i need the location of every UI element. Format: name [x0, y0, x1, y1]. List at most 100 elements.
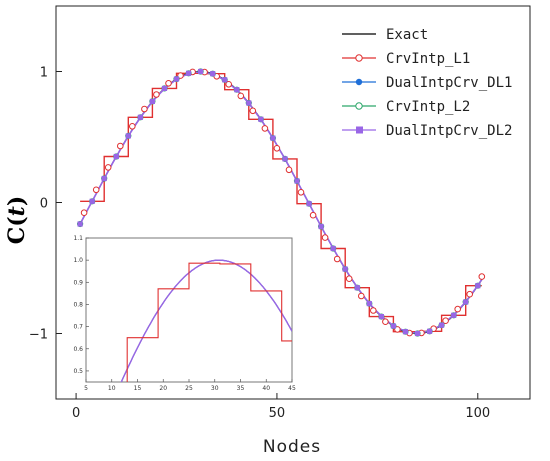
inset-y-tick-label: 0.7: [73, 324, 83, 331]
x-tick-label: 100: [465, 406, 490, 421]
legend-label-4: DualIntpCrv_DL2: [386, 123, 512, 139]
marker-dualintpcrv-dl2: [101, 175, 107, 182]
marker-dualintpcrv-dl2: [318, 223, 324, 230]
inset-y-tick-label: 1.0: [73, 257, 83, 264]
marker-crvintp-l1: [153, 91, 160, 98]
legend-label-0: Exact: [386, 27, 428, 43]
marker-crvintp-l1: [370, 307, 377, 314]
marker-dualintpcrv-dl2: [294, 178, 300, 184]
marker-crvintp-l1: [442, 317, 449, 325]
marker-dualintpcrv-dl2: [161, 85, 168, 91]
marker-dualintpcrv-dl2: [246, 100, 252, 106]
marker-dualintpcrv-dl2: [475, 283, 481, 289]
marker-crvintp-l1: [478, 273, 486, 280]
marker-dualintpcrv-dl2: [390, 323, 396, 329]
marker-dualintpcrv-dl2: [258, 116, 264, 122]
legend-label-1: CrvIntp_L1: [386, 51, 470, 67]
marker-crvintp-l1: [117, 142, 124, 150]
inset-x-tick-label: 40: [262, 385, 270, 392]
marker-crvintp-l1: [129, 123, 136, 130]
marker-dualintpcrv-dl2: [89, 198, 95, 204]
inset-y-tick-label: 0.8: [73, 301, 83, 308]
marker-dualintpcrv-dl2: [439, 322, 445, 328]
ticks-layer: 0 50 100 −1 0 1: [29, 66, 490, 422]
inset-crvintp-l1-step: [126, 262, 292, 382]
legend-marker-2: [355, 78, 363, 86]
x-tick-label: 0: [72, 406, 80, 421]
x-axis-title: Nodes: [263, 437, 321, 457]
marker-dualintpcrv-dl2: [210, 71, 216, 77]
marker-dualintpcrv-dl2: [378, 314, 384, 320]
legend: Exact CrvIntp_L1 DualIntpCrv_DL1 CrvIntp_L2…: [342, 27, 512, 139]
marker-crvintp-l1: [285, 166, 293, 174]
marker-dualintpcrv-dl2: [402, 329, 409, 335]
marker-dualintpcrv-dl2: [330, 245, 336, 252]
inset-layer: 5 10 15 20 25 30 35 40 45 0.5 0.6 0.7 0.8 0.9 1.0 1.1: [73, 235, 296, 392]
marker-dualintpcrv-dl2: [427, 328, 433, 334]
inset-x-tick-label: 45: [288, 385, 296, 392]
inset-x-tick-label: 35: [237, 385, 245, 392]
marker-crvintp-l1: [309, 211, 317, 219]
marker-crvintp-l1: [454, 305, 462, 313]
legend-marker-3: [355, 102, 363, 110]
inset-x-tick-label: 5: [84, 385, 88, 392]
marker-dualintpcrv-dl2: [77, 221, 83, 227]
marker-crvintp-l1: [249, 107, 257, 115]
inset-x-tick-label: 25: [185, 385, 193, 392]
inset-x-tick-label: 20: [159, 385, 167, 392]
legend-marker-1: [355, 54, 363, 62]
y-tick-label: 1: [40, 66, 48, 81]
y-axis-title-var: t: [4, 206, 30, 216]
marker-dualintpcrv-dl2: [414, 330, 421, 337]
marker-dualintpcrv-dl2: [234, 87, 240, 93]
marker-dualintpcrv-dl2: [354, 285, 360, 291]
marker-crvintp-l1: [297, 189, 305, 196]
marker-dualintpcrv-dl2: [137, 114, 143, 120]
marker-crvintp-l1: [466, 290, 474, 298]
marker-dualintpcrv-dl2: [113, 153, 119, 160]
marker-crvintp-l1: [92, 186, 100, 194]
y-tick-label: −1: [29, 328, 48, 343]
series-layer: [77, 68, 486, 337]
marker-crvintp-l1: [165, 80, 172, 87]
marker-crvintp-l1: [382, 318, 389, 326]
inset-y-tick-label: 1.1: [73, 235, 83, 242]
inset-series: [120, 259, 292, 382]
inset-y-tick-label: 0.6: [73, 346, 83, 353]
marker-dualintpcrv-dl2: [463, 299, 469, 305]
marker-crvintp-l1: [321, 234, 329, 241]
marker-crvintp-l1: [237, 92, 245, 100]
marker-crvintp-l1: [333, 255, 341, 263]
marker-dualintpcrv-dl2: [342, 266, 348, 272]
marker-crvintp-l1: [80, 209, 88, 216]
marker-dualintpcrv-dl2: [222, 77, 228, 83]
marker-dualintpcrv-dl2: [125, 133, 131, 139]
inset-frame: [85, 237, 293, 383]
y-axis-title-main: C(: [4, 216, 30, 244]
inset-x-tick-label: 10: [108, 385, 116, 392]
marker-crvintp-l1: [141, 105, 148, 113]
marker-dualintpcrv-dl2: [270, 135, 276, 141]
marker-crvintp-l1: [104, 164, 112, 171]
inset-y-tick-label: 0.5: [73, 368, 83, 375]
marker-dualintpcrv-dl2: [306, 201, 312, 207]
marker-dualintpcrv-dl2: [282, 156, 288, 162]
inset-y-tick-label: 0.9: [73, 279, 83, 286]
marker-crvintp-l1: [225, 81, 232, 88]
marker-dualintpcrv-dl2: [149, 98, 155, 104]
legend-label-2: DualIntpCrv_DL1: [386, 75, 512, 91]
marker-dualintpcrv-dl2: [366, 301, 372, 307]
marker-dualintpcrv-dl2: [451, 312, 457, 318]
legend-marker-4: [356, 126, 363, 134]
marker-dualintpcrv-dl2: [198, 68, 204, 75]
marker-crvintp-l1: [261, 125, 269, 132]
inset-x-tick-label: 15: [134, 385, 142, 392]
legend-label-3: CrvIntp_L2: [386, 99, 470, 115]
y-tick-label: 0: [40, 197, 48, 212]
marker-crvintp-l1: [358, 292, 365, 300]
y-axis-title: C(t): [4, 196, 30, 245]
marker-dualintpcrv-dl2: [186, 70, 192, 76]
x-tick-label: 50: [269, 406, 286, 421]
